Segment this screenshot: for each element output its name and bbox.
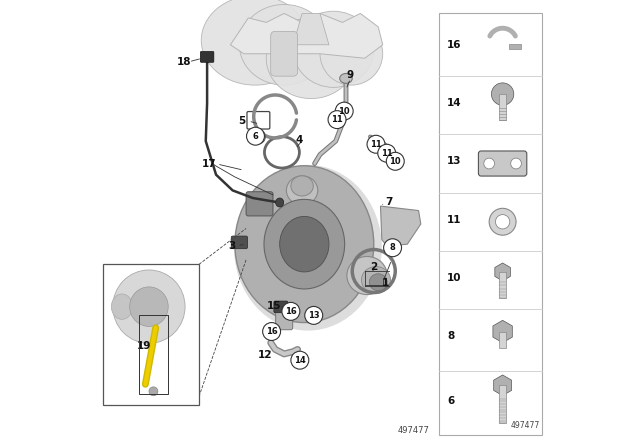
Circle shape [291, 351, 308, 369]
FancyBboxPatch shape [274, 301, 288, 313]
Ellipse shape [287, 176, 317, 205]
Text: 9: 9 [347, 70, 354, 80]
Polygon shape [230, 13, 383, 58]
Ellipse shape [280, 216, 329, 272]
Text: 1: 1 [382, 278, 390, 288]
FancyBboxPatch shape [276, 306, 292, 330]
Bar [139, 315, 168, 394]
Circle shape [149, 387, 158, 396]
Text: 3: 3 [228, 241, 236, 250]
Ellipse shape [340, 73, 352, 83]
Bar [499, 272, 506, 298]
FancyBboxPatch shape [479, 151, 527, 176]
Text: 13: 13 [308, 311, 319, 320]
Bar [499, 332, 506, 348]
Text: 497477: 497477 [510, 421, 540, 430]
Ellipse shape [111, 294, 132, 319]
Circle shape [262, 323, 280, 340]
Circle shape [511, 158, 522, 169]
Text: 11: 11 [381, 149, 392, 158]
Text: 6: 6 [447, 396, 454, 406]
Ellipse shape [235, 166, 374, 323]
Ellipse shape [320, 22, 383, 85]
Circle shape [489, 208, 516, 235]
Text: 10: 10 [339, 107, 350, 116]
Circle shape [328, 111, 346, 129]
Bar [499, 94, 506, 120]
Circle shape [367, 135, 385, 153]
Text: 8: 8 [447, 331, 454, 341]
Text: 16: 16 [447, 40, 461, 50]
Ellipse shape [130, 287, 168, 327]
Bar [439, 13, 541, 435]
FancyBboxPatch shape [200, 52, 214, 62]
Ellipse shape [362, 267, 390, 293]
Text: 19: 19 [137, 341, 151, 351]
Text: 14: 14 [447, 98, 461, 108]
Text: 6: 6 [253, 132, 259, 141]
Polygon shape [293, 13, 329, 45]
Ellipse shape [369, 274, 387, 291]
Text: 14: 14 [294, 356, 306, 365]
Text: 13: 13 [447, 156, 461, 166]
Circle shape [387, 152, 404, 170]
Text: 11: 11 [370, 140, 382, 149]
Ellipse shape [201, 0, 308, 85]
Circle shape [246, 127, 264, 145]
Text: 4: 4 [295, 135, 303, 145]
Bar [509, 44, 520, 49]
Text: 16: 16 [285, 307, 297, 316]
Circle shape [492, 83, 514, 105]
Bar [499, 385, 506, 423]
Circle shape [378, 144, 396, 162]
Circle shape [282, 302, 300, 320]
Text: 497477: 497477 [398, 426, 430, 435]
Ellipse shape [239, 4, 329, 85]
Ellipse shape [266, 18, 356, 99]
Circle shape [251, 129, 266, 144]
Ellipse shape [347, 256, 387, 295]
Ellipse shape [291, 176, 314, 196]
Ellipse shape [293, 11, 374, 87]
Ellipse shape [264, 199, 344, 289]
Circle shape [335, 102, 353, 120]
Text: 17: 17 [202, 159, 217, 169]
Ellipse shape [248, 206, 307, 273]
Circle shape [305, 306, 323, 324]
FancyBboxPatch shape [231, 236, 248, 249]
Ellipse shape [309, 226, 353, 280]
Text: 10: 10 [390, 157, 401, 166]
Polygon shape [380, 206, 421, 246]
Circle shape [495, 215, 510, 229]
Text: 12: 12 [258, 350, 272, 360]
Circle shape [383, 239, 401, 257]
Text: 7: 7 [385, 198, 392, 207]
Ellipse shape [234, 165, 382, 331]
Text: 11: 11 [447, 215, 461, 224]
Ellipse shape [113, 270, 185, 343]
Text: 16: 16 [266, 327, 278, 336]
FancyBboxPatch shape [271, 31, 298, 76]
Text: 15: 15 [267, 301, 282, 310]
Text: 5: 5 [239, 116, 246, 126]
Circle shape [484, 158, 495, 169]
Ellipse shape [276, 198, 284, 207]
Text: 2: 2 [370, 262, 378, 272]
Text: 18: 18 [177, 57, 191, 67]
Text: 11: 11 [331, 115, 343, 124]
Text: 10: 10 [447, 273, 461, 283]
Text: 8: 8 [390, 243, 396, 252]
Bar [102, 264, 199, 405]
FancyBboxPatch shape [246, 192, 273, 216]
